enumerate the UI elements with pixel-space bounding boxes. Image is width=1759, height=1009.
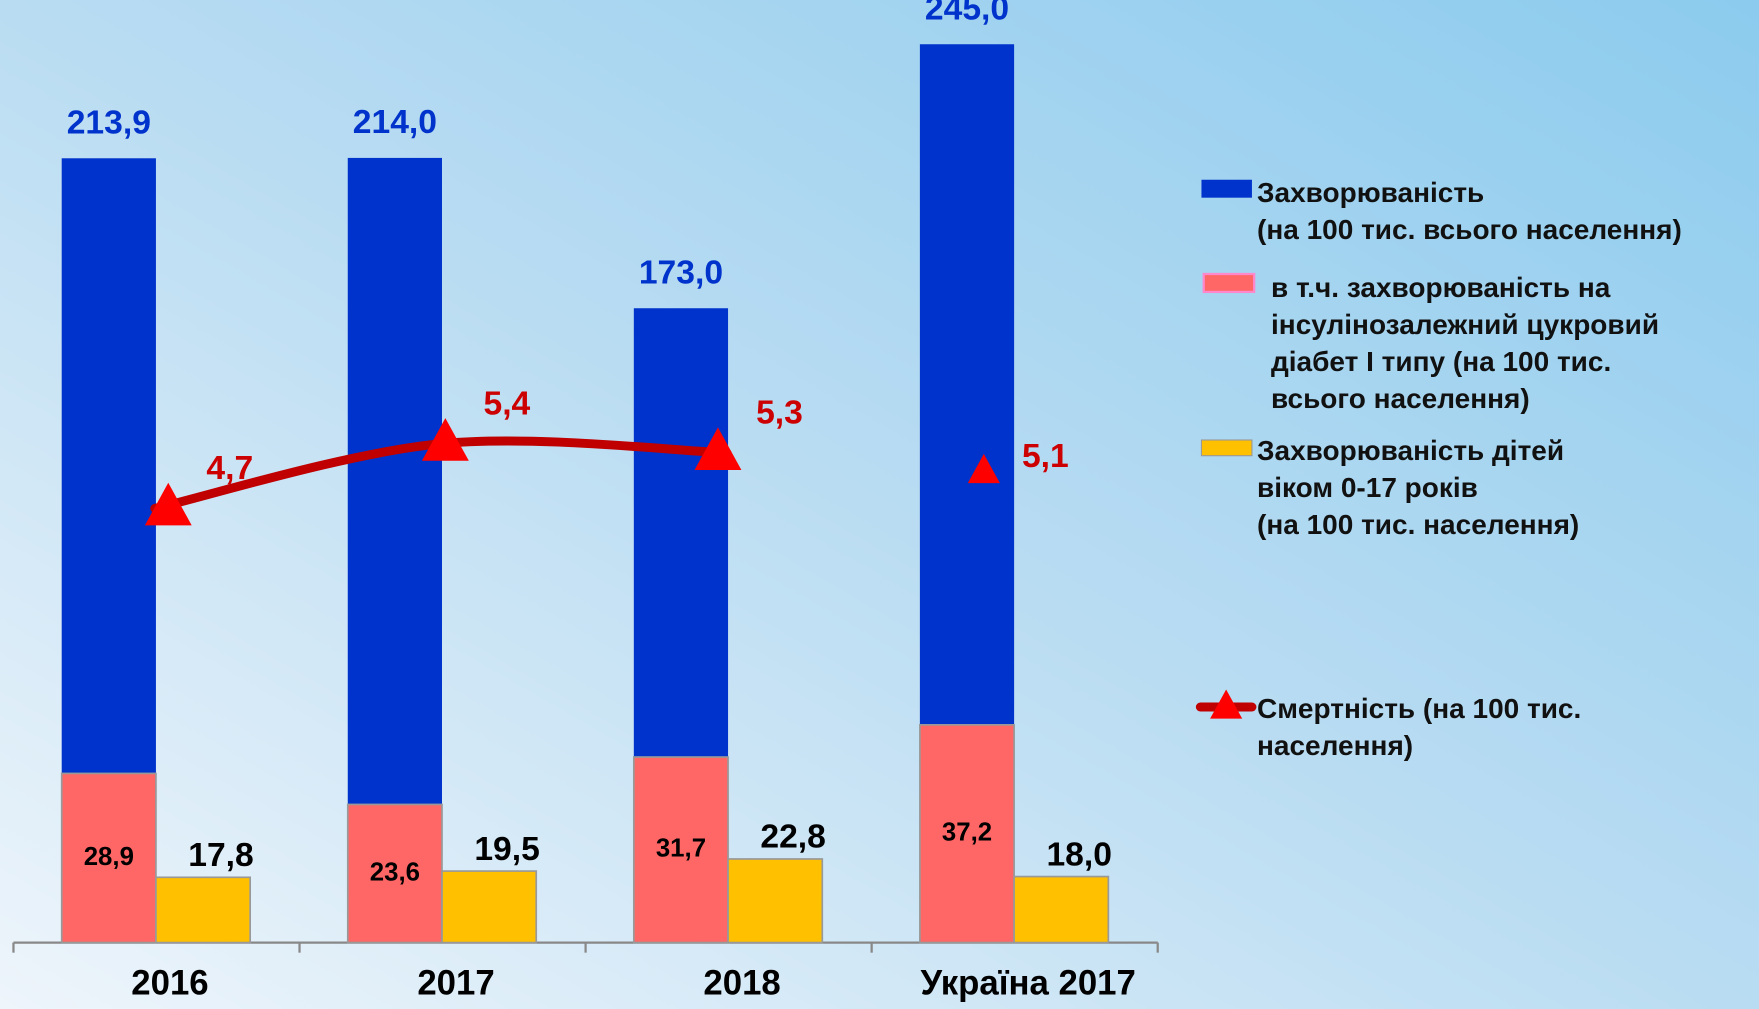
value-label: 5,1: [1022, 438, 1069, 475]
value-label: 214,0: [353, 104, 437, 141]
bar: [60, 772, 157, 944]
bar: [919, 723, 1015, 944]
legend-label: Захворюваність (на 100 тис. всього насел…: [1257, 177, 1682, 245]
value-label: 213,9: [67, 105, 151, 142]
bar: [727, 858, 824, 944]
bar: [155, 876, 252, 944]
bar: [346, 803, 443, 944]
marker: [144, 482, 192, 526]
x-tick-label: 2016: [131, 964, 208, 1002]
value-label: 4,7: [206, 450, 253, 487]
x-tick-label: 2017: [417, 964, 494, 1002]
legend-label: Смертність (на 100 тис. населення): [1257, 693, 1582, 761]
marker: [967, 453, 1000, 484]
value-label: 37,2: [942, 819, 992, 847]
value-label: 31,7: [656, 835, 706, 863]
legend-swatch: [1200, 439, 1253, 457]
value-label: 18,0: [1046, 836, 1111, 873]
value-label: 19,5: [474, 831, 539, 868]
bar: [632, 756, 729, 944]
value-label: 173,0: [639, 254, 723, 291]
value-label: 5,4: [484, 385, 531, 422]
legend-swatch: [1202, 272, 1256, 294]
legend-swatch: [1201, 179, 1252, 198]
value-label: 23,6: [370, 858, 420, 886]
value-label: 5,3: [756, 395, 803, 432]
legend-label: Захворюваність дітей віком 0-17 років (н…: [1257, 435, 1580, 540]
bar: [1013, 875, 1110, 944]
bar: [441, 870, 538, 944]
value-label: 245,0: [925, 0, 1009, 27]
x-tick-label: 2018: [703, 964, 780, 1002]
marker: [694, 427, 742, 470]
marker: [421, 418, 469, 461]
value-label: 17,8: [188, 837, 253, 874]
value-label: 22,8: [760, 819, 825, 856]
legend-swatch: [1210, 689, 1243, 719]
x-tick-label: Україна 2017: [920, 964, 1135, 1002]
value-label: 28,9: [84, 843, 134, 871]
legend-label: в т.ч. захворюваність на інсулінозалежни…: [1271, 272, 1660, 414]
